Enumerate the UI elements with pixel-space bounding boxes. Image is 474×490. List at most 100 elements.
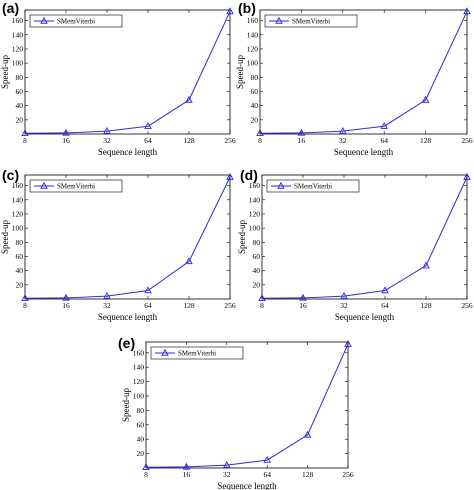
data-point-marker (344, 339, 352, 347)
x-tick-label: 16 (62, 301, 70, 310)
y-tick-label: 20 (16, 280, 24, 289)
x-tick-label: 64 (144, 136, 152, 145)
chart-panel: (e) 8 16 32 64 128 256 20 40 60 80 100 120 140 160 Sequ… (118, 335, 354, 490)
x-tick-label: 32 (223, 470, 231, 479)
x-tick-label: 32 (339, 136, 347, 145)
x-axis-label: Sequence length (335, 312, 395, 322)
y-tick-label: 20 (253, 280, 261, 289)
series-line (24, 11, 231, 134)
legend-label: SMemViterbi (294, 183, 332, 191)
y-tick-label: 100 (249, 224, 261, 233)
x-tick-label: 8 (260, 301, 264, 310)
y-tick-label: 120 (249, 209, 261, 218)
y-tick-label: 20 (137, 449, 145, 458)
data-point-marker (340, 291, 348, 299)
y-axis-label: Speed-up (235, 55, 245, 89)
y-tick-label: 120 (12, 209, 24, 218)
y-axis-label: Speed-up (237, 220, 247, 254)
plot-frame (145, 341, 349, 469)
y-tick-label: 120 (12, 44, 24, 53)
data-point-marker (339, 126, 347, 134)
x-tick-label: 128 (183, 301, 195, 310)
y-tick-label: 160 (249, 181, 261, 190)
legend-box (266, 179, 360, 193)
y-tick-label: 40 (137, 435, 145, 444)
x-tick-label: 16 (299, 301, 307, 310)
data-point-marker (421, 95, 430, 103)
y-tick-label: 40 (16, 101, 24, 110)
data-point-marker (223, 460, 231, 468)
y-tick-label: 120 (247, 44, 259, 53)
data-point-marker (463, 7, 471, 15)
y-tick-label: 140 (249, 195, 261, 204)
panel-label: (c) (2, 167, 19, 183)
x-tick-label: 32 (103, 301, 111, 310)
data-point-marker (144, 122, 152, 129)
data-point-marker (226, 172, 234, 180)
series-line (24, 176, 231, 299)
y-axis-label: Speed-up (0, 55, 10, 89)
plot-frame (259, 9, 468, 135)
legend-label: SMemViterbi (57, 183, 95, 191)
y-tick-label: 60 (253, 252, 261, 261)
data-point-marker (422, 261, 430, 269)
x-tick-label: 256 (461, 136, 473, 145)
series-line (261, 176, 468, 299)
legend-marker-icon (40, 16, 48, 24)
y-tick-label: 20 (16, 115, 24, 124)
x-tick-label: 256 (224, 301, 236, 310)
x-axis-label: Sequence length (98, 312, 158, 322)
y-tick-label: 100 (12, 224, 24, 233)
legend-box (264, 14, 358, 28)
y-tick-label: 40 (251, 101, 259, 110)
x-tick-label: 64 (144, 301, 152, 310)
legend-label: SMemViterbi (178, 350, 216, 358)
data-point-marker (103, 291, 111, 299)
y-tick-label: 100 (133, 392, 145, 401)
data-point-marker (185, 95, 193, 103)
data-point-marker (463, 172, 471, 180)
plot-frame (261, 174, 468, 300)
x-tick-label: 64 (380, 136, 388, 145)
plot-frame (24, 174, 231, 300)
y-tick-label: 20 (251, 115, 259, 124)
x-tick-label: 64 (263, 470, 271, 479)
data-point-marker (62, 293, 70, 301)
data-point-marker (226, 7, 234, 15)
chart-panel: (a) 8 16 32 64 128 256 20 40 60 80 100 120 140 160 Sequ… (0, 0, 236, 157)
data-point-marker (142, 463, 150, 470)
y-tick-label: 40 (253, 266, 261, 275)
x-tick-label: 8 (23, 301, 27, 310)
x-tick-label: 8 (23, 136, 27, 145)
legend-marker-icon (275, 16, 283, 24)
data-point-marker (21, 294, 29, 301)
y-tick-label: 160 (247, 16, 259, 25)
x-tick-label: 128 (420, 301, 432, 310)
data-point-marker (380, 122, 388, 129)
y-tick-label: 80 (16, 238, 24, 247)
y-tick-label: 80 (251, 73, 259, 82)
y-tick-label: 140 (133, 363, 145, 372)
chart-panel: (d) 8 16 32 64 128 256 20 40 60 80 100 120 140 160 Sequ… (237, 167, 473, 322)
legend-marker-icon (277, 181, 285, 189)
y-tick-label: 140 (12, 195, 24, 204)
y-tick-label: 160 (12, 181, 24, 190)
data-point-marker (299, 293, 307, 301)
y-tick-label: 140 (12, 30, 24, 39)
data-point-marker (62, 128, 70, 136)
data-point-marker (256, 129, 264, 136)
y-tick-label: 160 (133, 348, 145, 357)
panel-label: (e) (118, 335, 135, 351)
data-point-marker (185, 257, 193, 265)
data-point-marker (21, 129, 29, 136)
x-tick-label: 8 (258, 136, 262, 145)
y-axis-label: Speed-up (0, 220, 10, 254)
legend-box (150, 346, 244, 360)
panel-label: (b) (238, 0, 256, 16)
data-point-marker (258, 294, 266, 301)
x-tick-label: 16 (62, 136, 70, 145)
x-tick-label: 16 (298, 136, 306, 145)
chart-panel: (b) 8 16 32 64 128 256 20 40 60 80 100 120 140 160 Sequ… (235, 0, 473, 157)
y-tick-label: 40 (16, 266, 24, 275)
